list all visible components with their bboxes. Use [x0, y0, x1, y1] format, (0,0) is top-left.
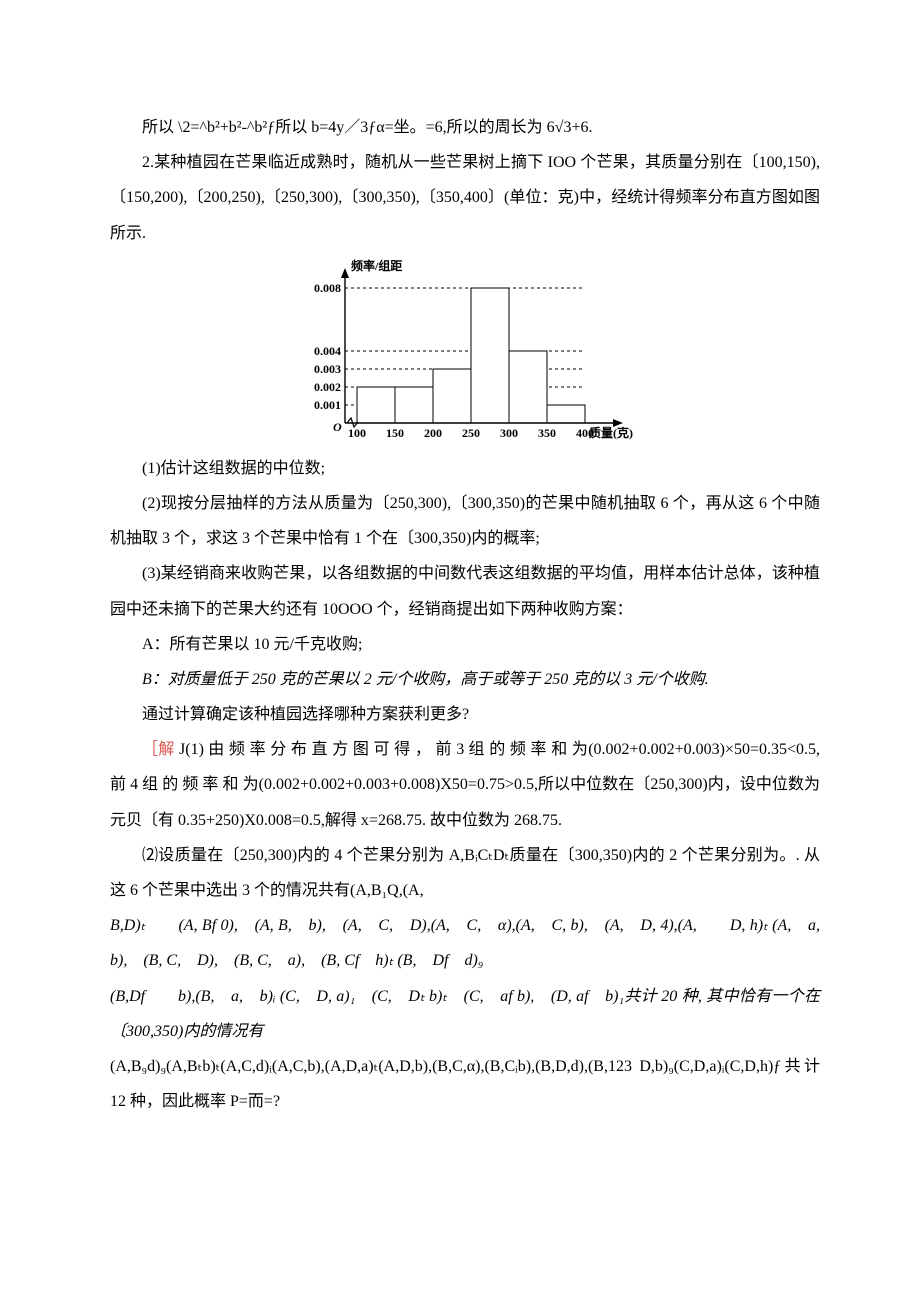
svg-text:质量(克): 质量(克)	[589, 425, 633, 440]
paragraph-q1: (1)估计这组数据的中位数;	[110, 451, 820, 486]
svg-text:200: 200	[424, 426, 442, 440]
paragraph-plan-a: A：所有芒果以 10 元/千克收购;	[110, 627, 820, 662]
svg-text:频率/组距: 频率/组距	[351, 258, 402, 273]
svg-text:0.008: 0.008	[314, 281, 341, 295]
svg-text:100: 100	[348, 426, 366, 440]
svg-text:0.001: 0.001	[314, 398, 341, 412]
paragraph-solution-1: ［解 J(1) 由 频 率 分 布 直 方 图 可 得 ， 前 3 组 的 频 …	[110, 732, 820, 838]
svg-text:250: 250	[462, 426, 480, 440]
paragraph-solution-2c: (B,Df b),(B, a, b)ᵢ (C, D, a)₁ (C, Dₜ b)…	[110, 979, 820, 1049]
histogram-figure: 0.001 0.002 0.003 0.004 0.008 O 100 150 200 250 30…	[110, 251, 820, 451]
paragraph-q2: (2)现按分层抽样的方法从质量为〔250,300),〔300,350)的芒果中随…	[110, 486, 820, 556]
paragraph-plan-b: B：对质量低于 250 克的芒果以 2 元/个收购，高于或等于 250 克的以 …	[110, 662, 820, 697]
histogram-svg: 0.001 0.002 0.003 0.004 0.008 O 100 150 200 250 30…	[285, 255, 645, 445]
paragraph-solution-2b: B,D)ₜ (A, Bf 0), (A, B, b), (A, C, D),(A…	[110, 908, 820, 978]
svg-text:0.003: 0.003	[314, 362, 341, 376]
svg-text:300: 300	[500, 426, 518, 440]
svg-text:O: O	[333, 420, 342, 434]
svg-text:350: 350	[538, 426, 556, 440]
document-page: 所以 \2=^b²+b²-^b²ƒ所以 b=4y／3ƒα=坐。=6,所以的周长为…	[0, 0, 920, 1179]
svg-text:0.004: 0.004	[314, 344, 341, 358]
solution-1-body: J(1) 由 频 率 分 布 直 方 图 可 得 ， 前 3 组 的 频 率 和…	[110, 741, 820, 828]
paragraph-solution-prev: 所以 \2=^b²+b²-^b²ƒ所以 b=4y／3ƒα=坐。=6,所以的周长为…	[110, 110, 820, 145]
paragraph-solution-2d: (A,B₉d)₉(A,Bₜb)ₜ(A,C,d)ᵢ(A,C,b),(A,D,a)ₜ…	[110, 1049, 820, 1119]
paragraph-problem-2: 2.某种植园在芒果临近成熟时，随机从一些芒果树上摘下 IOO 个芒果，其质量分别…	[110, 145, 820, 251]
paragraph-solution-2a: ⑵设质量在〔250,300)内的 4 个芒果分别为 A,BᵢCₜDₜ质量在〔30…	[110, 838, 820, 908]
paragraph-q3-end: 通过计算确定该种植园选择哪种方案获利更多?	[110, 697, 820, 732]
svg-text:0.002: 0.002	[314, 380, 341, 394]
svg-text:150: 150	[386, 426, 404, 440]
paragraph-q3: (3)某经销商来收购芒果，以各组数据的中间数代表这组数据的平均值，用样本估计总体…	[110, 556, 820, 626]
solution-marker: ［解	[142, 741, 175, 758]
